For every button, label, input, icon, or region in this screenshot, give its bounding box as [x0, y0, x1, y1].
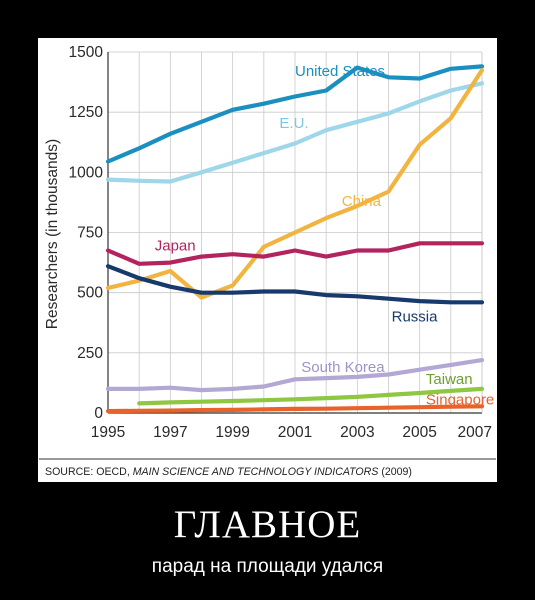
- source-note: SOURCE: OECD, MAIN SCIENCE AND TECHNOLOG…: [45, 466, 412, 478]
- line-chart: United States E.U. China Japan Russia South K…: [39, 44, 496, 478]
- series-label-e-u: E.U.: [279, 115, 308, 132]
- x-tick-label: 1995: [91, 424, 125, 441]
- y-tick-label: 500: [77, 285, 103, 302]
- series-line-e-u: [105, 81, 485, 184]
- x-tick-label: 2005: [402, 424, 436, 441]
- x-tick-label: 2007: [458, 424, 492, 441]
- series-line-taiwan: [137, 386, 485, 406]
- y-tick-label: 0: [94, 405, 103, 422]
- series-line-south-korea: [105, 358, 485, 393]
- series-line-singapore: [105, 404, 485, 414]
- source-prefix: SOURCE: OECD,: [45, 466, 133, 478]
- series-label-united-states: United States: [295, 63, 385, 80]
- x-tick-label: 2003: [340, 424, 374, 441]
- x-tick-label: 1999: [215, 424, 249, 441]
- axes: [107, 52, 483, 414]
- series-line-japan: [105, 241, 485, 266]
- series-line-united-states: [105, 64, 485, 164]
- tick-labels: 0 250 500 750 1000 1250 1500 1995 1997 1999 2001 20…: [69, 44, 492, 441]
- series-label-singapore: Singapore: [426, 392, 494, 409]
- series-line-china: [105, 68, 485, 300]
- y-tick-label: 1000: [69, 164, 104, 181]
- y-tick-label: 1250: [69, 104, 104, 121]
- y-tick-label: 250: [77, 345, 103, 362]
- series-lines: [105, 64, 485, 414]
- y-tick-label: 750: [77, 225, 103, 242]
- series-label-taiwan: Taiwan: [426, 371, 473, 388]
- series-label-russia: Russia: [392, 309, 439, 326]
- x-tick-label: 1997: [153, 424, 187, 441]
- series-label-china: China: [342, 193, 382, 210]
- x-tick-label: 2001: [278, 424, 312, 441]
- y-tick-label: 1500: [69, 44, 104, 61]
- source-suffix: (2009): [378, 466, 412, 478]
- series-labels: United States E.U. China Japan Russia South K…: [155, 63, 495, 409]
- series-line-russia: [105, 264, 485, 305]
- series-label-japan: Japan: [155, 238, 196, 255]
- y-axis-label: Researchers (in thousands): [44, 139, 61, 329]
- source-title: MAIN SCIENCE AND TECHNOLOGY INDICATORS: [133, 466, 379, 478]
- series-label-south-korea: South Korea: [301, 359, 385, 376]
- poster-subtitle: парад на площади удался: [151, 556, 384, 577]
- poster-title: ГЛАВНОЕ: [173, 503, 362, 546]
- chart-frame: United States E.U. China Japan Russia South K…: [38, 38, 497, 482]
